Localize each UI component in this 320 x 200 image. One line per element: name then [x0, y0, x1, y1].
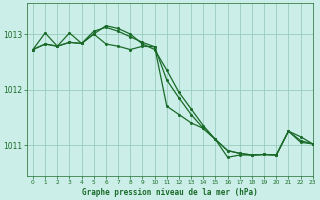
X-axis label: Graphe pression niveau de la mer (hPa): Graphe pression niveau de la mer (hPa)	[82, 188, 258, 197]
